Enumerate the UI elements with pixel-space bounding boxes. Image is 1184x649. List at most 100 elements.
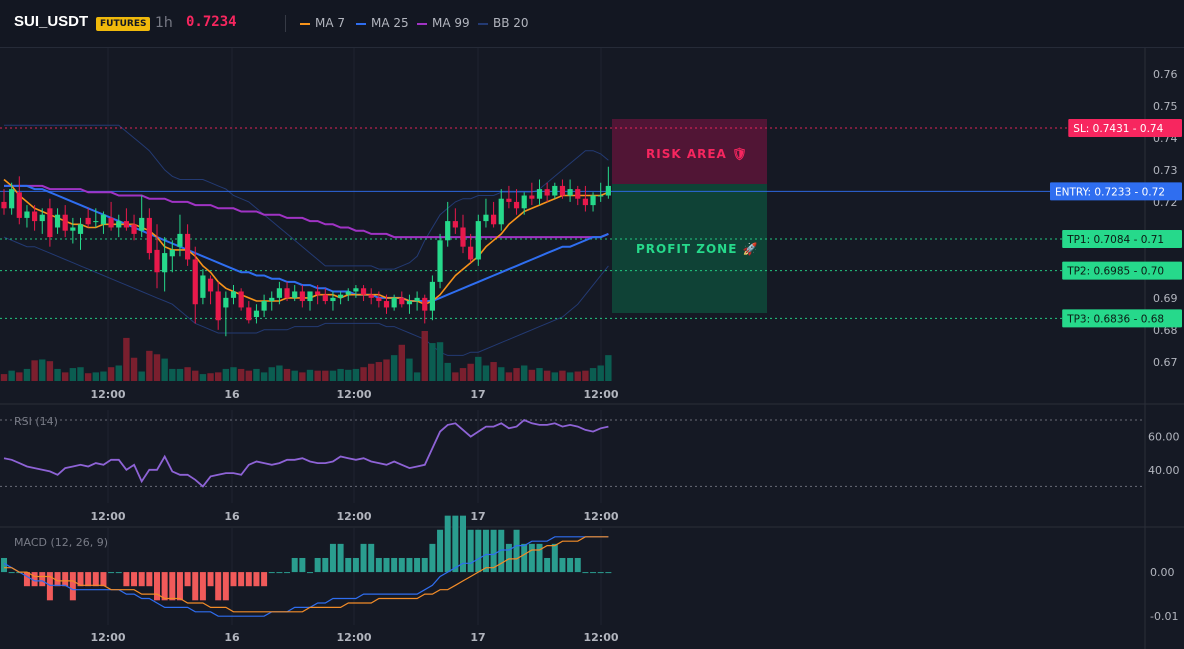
volume-bar (39, 359, 46, 381)
macd-histogram-bar (544, 557, 551, 573)
volume-bar (54, 368, 61, 381)
level-tag-text-tp3: TP3: 0.6836 - 0.68 (1066, 313, 1164, 325)
candle-body (162, 253, 168, 273)
profit-zone-label: PROFIT ZONE 🚀 (636, 242, 759, 256)
time-label-main: 12:00 (583, 388, 618, 401)
macd-tick-label: 0.00 (1150, 566, 1175, 579)
volume-bar (498, 367, 505, 381)
candle-body (108, 217, 114, 228)
candle-body (238, 291, 244, 308)
level-tag-tp1 (1062, 230, 1182, 249)
candle-body (491, 214, 497, 225)
price-tick-label: 0.76 (1153, 68, 1178, 81)
volume-bar (314, 370, 321, 381)
candle-body (85, 217, 91, 225)
macd-histogram-bar (123, 572, 130, 587)
candle-body (154, 249, 160, 273)
level-tags: SL: 0.7431 - 0.74 ENTRY: 0.7233 - 0.72 TP1… (1050, 119, 1182, 328)
ma99-line (4, 184, 609, 239)
volume-bar (237, 368, 245, 381)
volume-bar (62, 372, 69, 381)
volume-bar (490, 362, 497, 381)
time-label-macd: 17 (470, 631, 485, 644)
macd-pane: MACD (12, 26, 9) (1, 515, 612, 617)
macd-histogram-bar (1, 557, 7, 573)
level-tag-tp2 (1062, 261, 1182, 280)
macd-histogram-bar (513, 529, 520, 573)
macd-histogram-bar (238, 572, 245, 587)
moving-averages (3, 178, 609, 306)
signal-line (4, 536, 609, 613)
volume-bar (169, 368, 176, 381)
timeframe-selector[interactable]: 1h (155, 15, 173, 31)
candle-body (177, 233, 183, 247)
candle-body (345, 291, 351, 295)
macd-histogram-bar (23, 572, 30, 587)
legend-ma99[interactable]: MA 99 (417, 16, 470, 30)
candle-body (414, 297, 420, 302)
macd-histogram-bar (222, 572, 229, 601)
macd-histogram-bar (375, 557, 382, 573)
candle-body (269, 297, 275, 302)
header-divider (285, 15, 286, 32)
macd-histogram-bar (69, 572, 76, 601)
macd-histogram-bar (199, 572, 206, 601)
bollinger-bands (3, 124, 609, 356)
legend-label: MA 25 (371, 16, 409, 30)
candle-body (353, 288, 359, 292)
candle-body (338, 294, 344, 298)
candle-body (475, 221, 481, 260)
macd-histogram-bar (452, 515, 459, 573)
candle-body (200, 275, 206, 298)
candle-body (590, 195, 596, 206)
volume-bar (130, 357, 138, 381)
volume-bar (207, 373, 214, 381)
macd-histogram-bar (322, 557, 329, 573)
chart-header: SUI_USDT FUTURES 1h 0.7234 MA 7 MA 25 MA… (0, 0, 1184, 48)
volume-bar (161, 358, 168, 381)
volume-bar (413, 372, 421, 381)
legend-ma7[interactable]: MA 7 (300, 16, 345, 30)
macd-histogram-bar (92, 572, 99, 587)
volume-bar (276, 365, 283, 381)
candle-body (54, 214, 61, 228)
macd-histogram-bar (108, 572, 115, 574)
candle-body (100, 214, 107, 225)
volume-bar (0, 374, 8, 381)
macd-histogram-bar (444, 515, 451, 573)
price-tick-label: 0.67 (1153, 356, 1178, 369)
macd-histogram-bar (490, 529, 497, 573)
time-label-macd: 12:00 (336, 631, 371, 644)
legend-ma25[interactable]: MA 25 (356, 16, 409, 30)
volume-bar (398, 344, 405, 381)
volume-bar (551, 372, 558, 381)
symbol-name[interactable]: SUI_USDT (14, 13, 89, 30)
level-tag-tp3 (1062, 309, 1182, 328)
volume-bar (306, 369, 314, 381)
volume-bar (138, 371, 145, 381)
candle-body (399, 297, 405, 305)
volume-bar (77, 367, 84, 381)
macd-histogram-bar (161, 572, 168, 601)
volume-bar (536, 368, 543, 381)
macd-histogram-bar (169, 572, 176, 601)
macd-histogram-bar (482, 529, 489, 573)
volume-bar (436, 342, 444, 381)
macd-histogram-bar (528, 543, 535, 573)
volume-bar (452, 372, 459, 381)
volume-bar (245, 370, 252, 381)
rsi-label: RSI (14) (14, 415, 58, 428)
time-label-rsi: 12:00 (90, 510, 125, 523)
macd-histogram-bar (146, 572, 153, 587)
candle-body (567, 189, 573, 196)
candle-body (169, 249, 175, 257)
volume-bar (444, 362, 451, 381)
macd-histogram-bar (383, 557, 390, 573)
candle-body (315, 291, 321, 295)
time-label-rsi: 12:00 (336, 510, 371, 523)
volume-bar (329, 370, 337, 381)
legend-bb20[interactable]: BB 20 (478, 16, 529, 30)
macd-histogram-bar (582, 572, 589, 574)
volume-bar (184, 367, 191, 381)
